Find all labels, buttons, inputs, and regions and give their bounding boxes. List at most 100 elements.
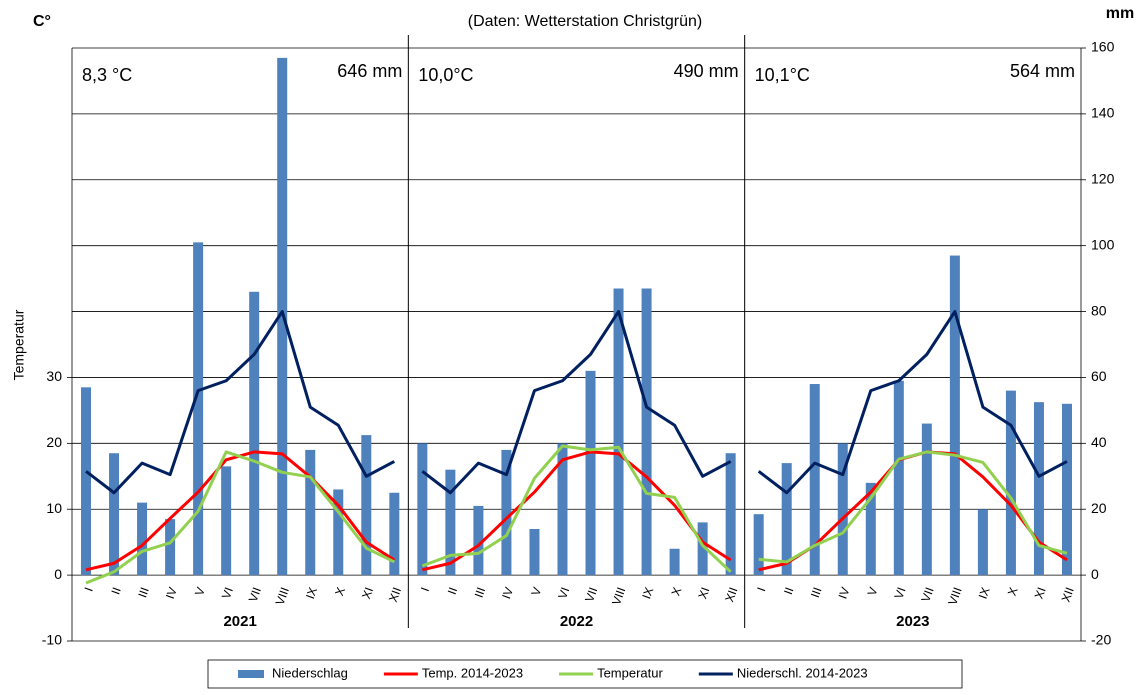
x-tick-label: III — [472, 585, 489, 599]
line — [421, 310, 732, 495]
bar — [333, 489, 344, 576]
bar — [781, 463, 792, 576]
legend-label: Temp. 2014-2023 — [422, 665, 523, 680]
x-tick-label: X — [668, 585, 684, 597]
panel-rain: 564 mm — [1010, 61, 1075, 81]
y2-axis-unit: mm — [1106, 5, 1134, 22]
y2-tick-label: 40 — [1091, 434, 1107, 450]
panel-year: 2023 — [896, 613, 929, 630]
bar — [837, 443, 848, 576]
bar — [389, 492, 400, 576]
x-tick-label: VI — [892, 585, 909, 600]
x-tick-label: XI — [359, 585, 376, 600]
y2-tick-label: -20 — [1091, 632, 1111, 648]
x-tick-label: V — [865, 585, 881, 597]
panel-temp: 10,1°C — [755, 65, 810, 85]
bar — [641, 288, 652, 576]
bar — [249, 291, 260, 576]
x-tick-label: VIII — [945, 585, 964, 607]
bar — [557, 443, 568, 576]
y2-tick-label: 120 — [1091, 170, 1115, 186]
y2-tick-label: 80 — [1091, 302, 1107, 318]
y2-tick-label: 100 — [1091, 236, 1115, 252]
y2-tick-label: 160 — [1091, 39, 1115, 55]
chart-title: (Daten: Wetterstation Christgrün) — [468, 13, 702, 30]
bar — [445, 469, 456, 576]
bar — [193, 242, 204, 576]
x-tick-label: IX — [303, 585, 320, 600]
panel-rain: 646 mm — [337, 61, 402, 81]
x-tick-label: XII — [1059, 585, 1077, 604]
legend-swatch — [238, 670, 264, 678]
x-tick-label: II — [781, 585, 796, 596]
y-tick-label: 10 — [46, 500, 62, 516]
x-tick-label: III — [808, 585, 825, 599]
x-tick-label: VIII — [609, 585, 628, 607]
bar — [529, 528, 540, 576]
x-tick-label: VII — [582, 585, 600, 604]
legend-label: Niederschlag — [272, 665, 348, 680]
bar — [669, 548, 680, 576]
line — [85, 310, 396, 495]
bar — [361, 435, 372, 576]
x-tick-label: XI — [1032, 585, 1049, 600]
bar — [949, 255, 960, 576]
bar — [1005, 390, 1016, 576]
panel-year: 2021 — [223, 613, 256, 630]
x-tick-label: V — [528, 585, 544, 597]
x-tick-label: I — [418, 585, 432, 593]
line — [85, 450, 395, 585]
x-tick-label: IX — [976, 585, 993, 600]
y2-tick-label: 60 — [1091, 368, 1107, 384]
bar — [81, 387, 92, 576]
x-tick-label: IV — [836, 585, 853, 600]
bar — [613, 288, 624, 576]
bar — [753, 514, 764, 576]
bar — [921, 423, 932, 576]
bar — [137, 502, 148, 576]
x-tick-label: II — [445, 585, 460, 596]
x-tick-label: VI — [555, 585, 572, 600]
x-tick-label: V — [192, 585, 208, 597]
bar — [221, 466, 232, 576]
x-tick-label: IV — [163, 585, 180, 600]
panel-temp: 8,3 °C — [82, 65, 132, 85]
line — [758, 450, 1068, 564]
x-tick-label: X — [1005, 585, 1021, 597]
x-tick-label: VIII — [273, 585, 292, 607]
bar — [977, 509, 988, 576]
x-tick-label: I — [754, 585, 768, 593]
y-tick-label: -10 — [42, 632, 62, 648]
bar — [501, 449, 512, 576]
y2-tick-label: 140 — [1091, 105, 1115, 121]
line — [757, 310, 1068, 495]
bar — [109, 453, 120, 576]
bar — [165, 519, 176, 576]
bar — [865, 482, 876, 576]
y2-tick-label: 20 — [1091, 500, 1107, 516]
x-tick-label: II — [108, 585, 123, 596]
bar — [473, 505, 484, 576]
x-tick-label: I — [82, 585, 96, 593]
x-tick-label: VI — [219, 585, 236, 600]
x-tick-label: XI — [695, 585, 712, 600]
x-tick-label: XII — [386, 585, 404, 604]
legend-label: Niederschl. 2014-2023 — [737, 665, 868, 680]
y-tick-label: 20 — [46, 434, 62, 450]
line — [85, 450, 396, 572]
bar — [585, 370, 596, 576]
y-tick-label: 0 — [54, 566, 62, 582]
bar — [1061, 403, 1072, 576]
bar — [697, 522, 708, 576]
bar — [1033, 402, 1044, 576]
x-tick-label: IV — [499, 585, 516, 600]
x-tick-label: X — [332, 585, 348, 597]
line — [422, 450, 732, 572]
y-axis-title: Temperatur — [11, 309, 27, 380]
bar — [893, 380, 904, 576]
x-tick-label: VII — [246, 585, 264, 604]
y-axis-unit: C° — [33, 13, 51, 30]
panel-rain: 490 mm — [674, 61, 739, 81]
x-tick-label: IX — [639, 585, 656, 600]
